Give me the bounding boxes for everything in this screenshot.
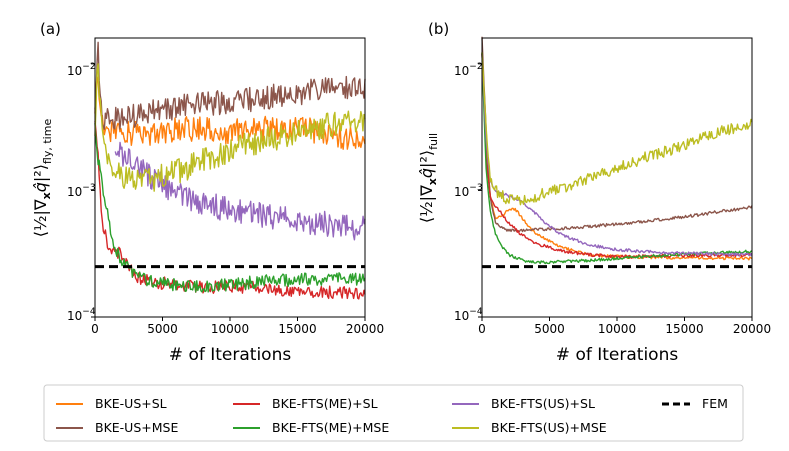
panel-a-x-tick: 20000 bbox=[346, 322, 384, 336]
panel-a-x-tick: 0 bbox=[91, 322, 99, 336]
panel-a-series-bke-fts-me-sl bbox=[94, 121, 366, 300]
panel-b-series-bke-fts-us-mse bbox=[481, 51, 753, 206]
panel-a-y-tick: 10−4 bbox=[67, 307, 96, 323]
panel-a-y-ticks: 10−2 10−3 10−4 bbox=[67, 62, 96, 323]
legend-label: BKE-US+MSE bbox=[95, 420, 178, 435]
legend-label: FEM bbox=[702, 396, 728, 411]
panel-b-series-bke-fts-us-sl bbox=[481, 54, 753, 257]
panel-a-x-ticks: 0 5000 10000 15000 20000 bbox=[91, 322, 384, 336]
panel-b-label: (b) bbox=[428, 20, 449, 38]
panel-b-y-tick: 10−4 bbox=[454, 307, 483, 323]
legend-entry: BKE-FTS(US)+SL bbox=[452, 396, 595, 411]
panel-a-y-tick: 10−3 bbox=[67, 183, 96, 199]
legend: BKE-US+SL BKE-US+MSE BKE-FTS(ME)+SL BKE-… bbox=[43, 384, 744, 442]
panel-a: (a) 0 5000 10000 15000 20000 10−2 10−3 1… bbox=[31, 20, 384, 365]
panel-b-series-bke-fts-me-sl bbox=[481, 53, 753, 259]
panel-b-axes-frame bbox=[481, 37, 753, 318]
panel-a-label: (a) bbox=[40, 20, 61, 38]
panel-b-x-tick: 15000 bbox=[665, 322, 703, 336]
panel-a-series-bke-fts-us-mse bbox=[94, 63, 366, 192]
legend-entry: BKE-FTS(US)+MSE bbox=[452, 420, 607, 435]
legend-entry: BKE-US+SL bbox=[56, 396, 167, 411]
panel-b-y-axis-label: ⟨½|∇xq̂|²⟩full bbox=[417, 133, 440, 223]
legend-label: BKE-FTS(US)+SL bbox=[491, 396, 595, 411]
panel-b: (b) 0 5000 10000 15000 20000 10−2 10−3 1… bbox=[417, 20, 771, 365]
panel-a-series bbox=[91, 41, 366, 321]
panel-a-axes-frame bbox=[94, 37, 366, 318]
panel-b-x-tick: 0 bbox=[478, 322, 486, 336]
legend-label: BKE-FTS(ME)+SL bbox=[272, 396, 378, 411]
panel-b-y-tick: 10−3 bbox=[454, 183, 483, 199]
panel-b-x-tick: 20000 bbox=[733, 322, 771, 336]
legend-entry: BKE-FTS(ME)+MSE bbox=[233, 420, 389, 435]
panel-a-y-axis-label: ⟨½|∇xq̂|²⟩fly, time bbox=[31, 119, 54, 238]
legend-frame bbox=[43, 384, 744, 442]
panel-b-series-bke-us-sl bbox=[481, 53, 753, 261]
legend-label: BKE-FTS(ME)+MSE bbox=[272, 420, 389, 435]
panel-b-series-bke-fts-me-mse bbox=[481, 52, 753, 265]
panel-a-series-bke-fts-us-sl bbox=[114, 141, 366, 241]
legend-entry: BKE-FTS(ME)+SL bbox=[233, 396, 378, 411]
panel-b-x-axis-label: # of Iterations bbox=[556, 345, 679, 365]
panel-a-y-tick: 10−2 bbox=[67, 62, 96, 78]
panel-a-series-bke-fts-me-mse bbox=[94, 122, 366, 293]
panel-b-y-tick: 10−2 bbox=[454, 62, 483, 78]
panel-b-series-bke-us-mse bbox=[481, 36, 753, 233]
panel-a-x-axis-label: # of Iterations bbox=[169, 345, 292, 365]
panel-b-x-tick: 5000 bbox=[534, 322, 565, 336]
legend-entry: BKE-US+MSE bbox=[56, 420, 178, 435]
panel-a-x-tick: 5000 bbox=[147, 322, 178, 336]
panel-a-x-tick: 10000 bbox=[211, 322, 249, 336]
legend-label: BKE-FTS(US)+MSE bbox=[491, 420, 607, 435]
panel-a-series-bke-us-mse bbox=[94, 41, 366, 130]
legend-label: BKE-US+SL bbox=[95, 396, 167, 411]
panel-b-series bbox=[478, 36, 753, 321]
panel-a-x-tick: 15000 bbox=[278, 322, 316, 336]
panel-b-x-ticks: 0 5000 10000 15000 20000 bbox=[478, 322, 771, 336]
panel-b-x-tick: 10000 bbox=[598, 322, 636, 336]
legend-entry: FEM bbox=[662, 396, 728, 411]
panel-b-y-ticks: 10−2 10−3 10−4 bbox=[454, 62, 483, 323]
